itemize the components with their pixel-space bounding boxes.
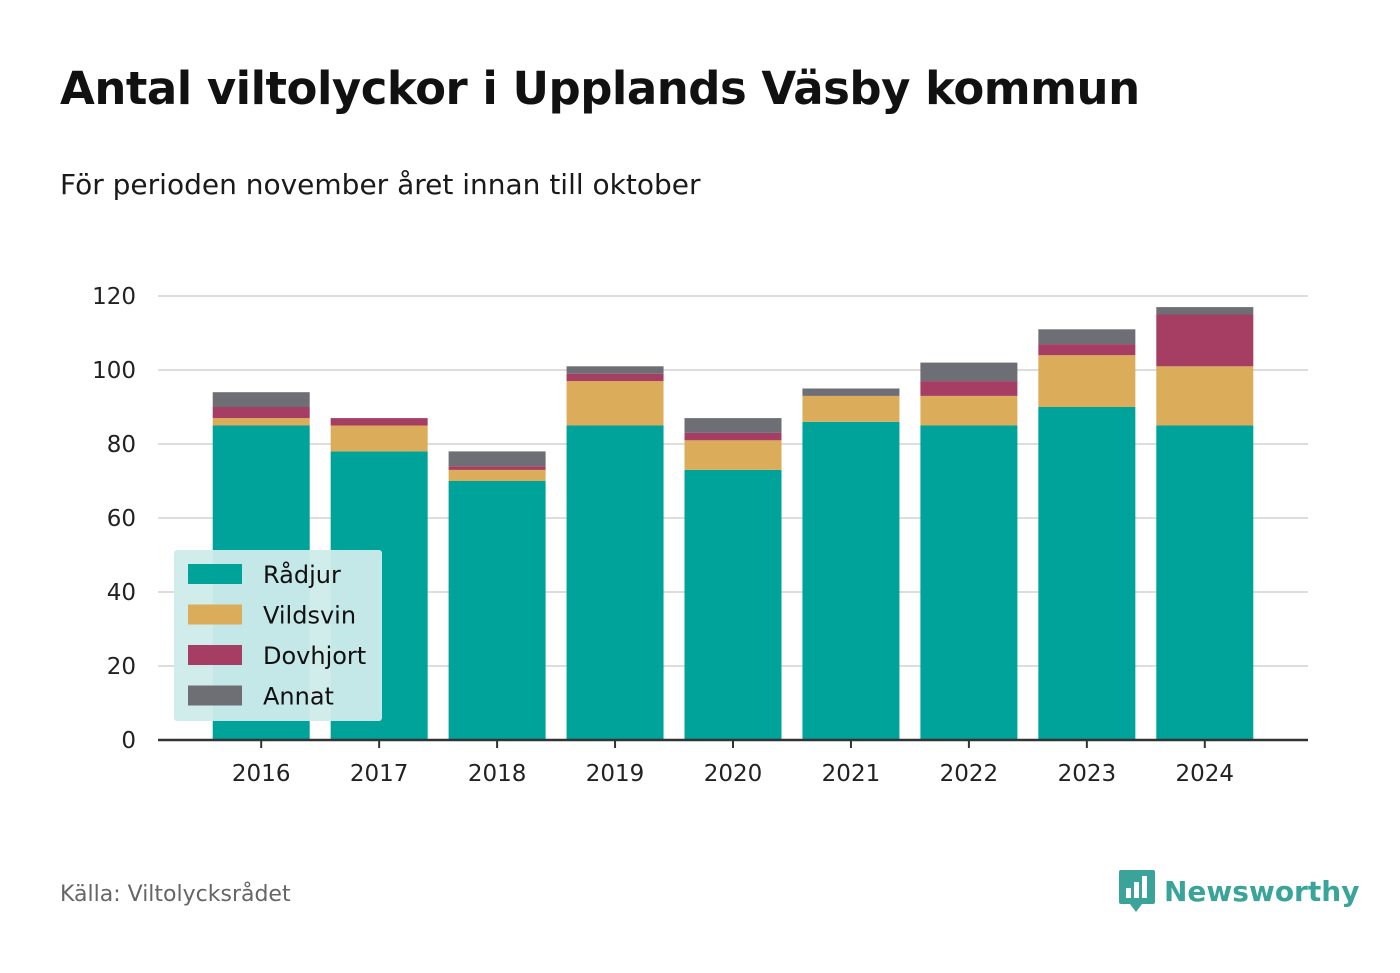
bar-segment-vildsvin-2022 bbox=[920, 395, 1018, 426]
bar-segment-vildsvin-2021 bbox=[802, 395, 900, 422]
bar-segment-dovhjort-2023 bbox=[1038, 344, 1136, 356]
x-axis: 2016 2017 2018 2019 2020 2021 2022 2023 2024 bbox=[158, 738, 1308, 787]
bar-segment-vildsvin-2017 bbox=[330, 425, 428, 452]
brand-logo: Newsworthy bbox=[1118, 868, 1359, 914]
legend-swatch-vildsvin bbox=[188, 604, 242, 625]
bar-stack-2023 bbox=[1038, 329, 1136, 740]
legend: Rådjur Vildsvin Dovhjort Annat bbox=[174, 550, 382, 721]
bar-segment-vildsvin-2020 bbox=[684, 440, 782, 470]
bar-segment-vildsvin-2016 bbox=[212, 418, 310, 426]
x-tick-label: 2021 bbox=[822, 761, 881, 787]
y-tick-label: 40 bbox=[107, 580, 136, 606]
bar-segment-annat-2018 bbox=[448, 451, 546, 467]
legend-swatch-dovhjort bbox=[188, 645, 242, 665]
y-axis-ticks: 0 20 40 60 80 100 120 bbox=[92, 284, 136, 754]
bar-segment-vildsvin-2018 bbox=[448, 469, 546, 481]
x-tick-label: 2018 bbox=[468, 761, 527, 787]
brand-name: Newsworthy bbox=[1164, 874, 1360, 908]
bar-segment-rådjur-2021 bbox=[802, 421, 900, 740]
bar-segment-annat-2022 bbox=[920, 362, 1018, 382]
bar-segment-rådjur-2019 bbox=[566, 425, 664, 740]
x-tick-label: 2024 bbox=[1176, 761, 1235, 787]
bar-segment-vildsvin-2023 bbox=[1038, 355, 1136, 407]
bar-segment-vildsvin-2024 bbox=[1156, 366, 1254, 426]
bar-segment-vildsvin-2019 bbox=[566, 381, 664, 426]
y-tick-label: 100 bbox=[92, 358, 136, 384]
bar-segment-dovhjort-2017 bbox=[330, 418, 428, 426]
bar-stack-2024 bbox=[1156, 307, 1254, 740]
chart-title: Antal viltolyckor i Upplands Väsby kommu… bbox=[60, 62, 1140, 115]
legend-box bbox=[174, 550, 382, 721]
x-tick-label: 2023 bbox=[1058, 761, 1117, 787]
source-note: Källa: Viltolycksrådet bbox=[60, 882, 291, 907]
x-tick-label: 2016 bbox=[232, 761, 291, 787]
bar-stack-2019 bbox=[566, 366, 664, 740]
bar-segment-annat-2016 bbox=[212, 392, 310, 407]
y-tick-label: 0 bbox=[121, 728, 136, 754]
bar-segment-rådjur-2024 bbox=[1156, 425, 1254, 740]
bar-segment-annat-2024 bbox=[1156, 307, 1254, 315]
legend-label-rådjur: Rådjur bbox=[263, 560, 341, 589]
bar-stack-2018 bbox=[448, 451, 546, 740]
y-tick-label: 120 bbox=[92, 284, 136, 310]
bar-segment-dovhjort-2019 bbox=[566, 373, 664, 382]
x-tick-label: 2019 bbox=[586, 761, 645, 787]
x-tick-label: 2022 bbox=[940, 761, 999, 787]
x-tick-label: 2020 bbox=[704, 761, 763, 787]
y-tick-label: 60 bbox=[107, 506, 136, 532]
bar-segment-rådjur-2020 bbox=[684, 469, 782, 740]
bar-segment-annat-2021 bbox=[802, 388, 900, 396]
bar-segment-dovhjort-2024 bbox=[1156, 314, 1254, 367]
bar-stack-2020 bbox=[684, 418, 782, 740]
y-tick-label: 80 bbox=[107, 432, 136, 458]
legend-swatch-annat bbox=[188, 685, 242, 706]
bar-segment-annat-2020 bbox=[684, 418, 782, 433]
newsworthy-logo-icon bbox=[1119, 870, 1155, 912]
bar-segment-rådjur-2023 bbox=[1038, 407, 1136, 740]
bar-segment-rådjur-2022 bbox=[920, 425, 1018, 740]
bar-segment-dovhjort-2022 bbox=[920, 381, 1018, 396]
legend-label-vildsvin: Vildsvin bbox=[263, 602, 356, 630]
x-tick-label: 2017 bbox=[350, 761, 409, 787]
bar-segment-annat-2023 bbox=[1038, 329, 1136, 345]
chart-subtitle: För perioden november året innan till ok… bbox=[60, 168, 701, 201]
bar-segment-dovhjort-2016 bbox=[212, 407, 310, 419]
legend-label-dovhjort: Dovhjort bbox=[263, 642, 366, 670]
y-tick-label: 20 bbox=[107, 654, 136, 680]
legend-swatch-rådjur bbox=[188, 564, 242, 584]
bar-segment-rådjur-2018 bbox=[448, 481, 546, 740]
bar-segment-dovhjort-2020 bbox=[684, 432, 782, 441]
bar-stack-2021 bbox=[802, 388, 900, 740]
legend-label-annat: Annat bbox=[263, 683, 334, 711]
bar-segment-annat-2019 bbox=[566, 366, 664, 374]
bar-segment-dovhjort-2018 bbox=[448, 466, 546, 470]
bar-stack-2022 bbox=[920, 362, 1018, 740]
